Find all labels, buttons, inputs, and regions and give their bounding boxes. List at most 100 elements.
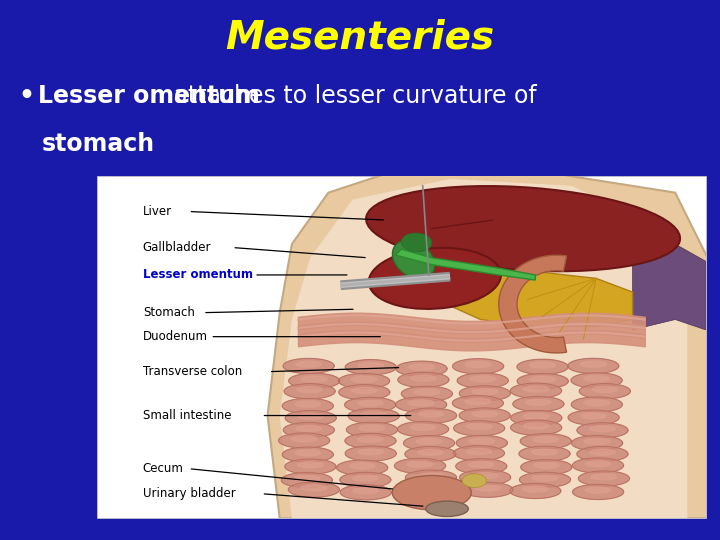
Polygon shape	[395, 397, 446, 412]
Polygon shape	[345, 397, 396, 413]
Polygon shape	[416, 438, 442, 444]
Polygon shape	[474, 485, 500, 491]
Ellipse shape	[401, 233, 432, 252]
Polygon shape	[517, 359, 568, 374]
Polygon shape	[513, 396, 564, 411]
Polygon shape	[298, 413, 323, 419]
Polygon shape	[521, 460, 572, 475]
Polygon shape	[418, 473, 444, 479]
Polygon shape	[581, 413, 606, 419]
Polygon shape	[294, 475, 320, 481]
Polygon shape	[289, 482, 339, 497]
Polygon shape	[285, 410, 336, 426]
Polygon shape	[405, 408, 456, 423]
Polygon shape	[282, 399, 333, 414]
Polygon shape	[395, 249, 535, 280]
Polygon shape	[345, 433, 396, 448]
Polygon shape	[349, 463, 375, 469]
Polygon shape	[572, 458, 624, 473]
Polygon shape	[465, 399, 490, 404]
Text: Lesser omentum: Lesser omentum	[38, 84, 260, 107]
Polygon shape	[302, 376, 327, 382]
Polygon shape	[348, 408, 399, 423]
Polygon shape	[405, 470, 456, 485]
Ellipse shape	[426, 501, 468, 517]
Polygon shape	[523, 413, 549, 419]
Polygon shape	[338, 374, 390, 388]
Ellipse shape	[366, 186, 680, 271]
Polygon shape	[418, 449, 444, 455]
Text: Gallbladder: Gallbladder	[143, 241, 212, 254]
Polygon shape	[283, 422, 334, 437]
Polygon shape	[297, 387, 323, 393]
Polygon shape	[572, 436, 623, 450]
Polygon shape	[499, 255, 567, 353]
Polygon shape	[346, 422, 397, 437]
Polygon shape	[353, 488, 379, 494]
Polygon shape	[396, 361, 447, 376]
Text: Cecum: Cecum	[143, 462, 184, 475]
Polygon shape	[397, 422, 449, 437]
Polygon shape	[454, 421, 505, 436]
Polygon shape	[454, 446, 505, 461]
Polygon shape	[472, 472, 498, 478]
Polygon shape	[580, 361, 606, 367]
Polygon shape	[572, 484, 624, 500]
Polygon shape	[571, 373, 622, 388]
Polygon shape	[585, 461, 611, 467]
Polygon shape	[359, 425, 384, 431]
Polygon shape	[578, 471, 629, 486]
Polygon shape	[456, 458, 507, 474]
Polygon shape	[285, 459, 336, 474]
Polygon shape	[472, 411, 498, 417]
Polygon shape	[465, 362, 491, 368]
Polygon shape	[361, 411, 387, 417]
Polygon shape	[526, 399, 552, 406]
Polygon shape	[403, 435, 454, 450]
Ellipse shape	[392, 240, 435, 279]
Polygon shape	[585, 438, 610, 444]
Text: Urinary bladder: Urinary bladder	[143, 487, 235, 500]
Polygon shape	[283, 359, 334, 374]
Polygon shape	[351, 387, 377, 394]
Ellipse shape	[392, 476, 472, 510]
Polygon shape	[470, 376, 495, 382]
Polygon shape	[358, 436, 383, 442]
Polygon shape	[289, 373, 340, 388]
Ellipse shape	[462, 474, 487, 488]
Polygon shape	[532, 449, 557, 455]
Polygon shape	[337, 460, 387, 475]
Text: •: •	[18, 84, 34, 107]
Polygon shape	[410, 424, 436, 430]
Text: Small intestine: Small intestine	[143, 409, 231, 422]
Text: Duodenum: Duodenum	[143, 330, 208, 343]
Polygon shape	[418, 411, 444, 417]
Polygon shape	[341, 485, 391, 500]
Polygon shape	[295, 450, 320, 456]
Polygon shape	[517, 374, 568, 389]
Polygon shape	[296, 361, 321, 367]
Polygon shape	[568, 359, 619, 374]
Polygon shape	[401, 386, 452, 401]
Polygon shape	[459, 386, 510, 401]
Text: attaches to lesser curvature of: attaches to lesser curvature of	[166, 84, 537, 107]
Polygon shape	[577, 423, 628, 438]
Polygon shape	[523, 423, 549, 429]
Polygon shape	[510, 410, 562, 426]
Polygon shape	[282, 472, 333, 488]
Polygon shape	[532, 475, 558, 481]
Polygon shape	[469, 462, 494, 468]
Polygon shape	[395, 458, 446, 474]
Polygon shape	[408, 461, 433, 467]
FancyBboxPatch shape	[97, 176, 706, 518]
Text: Lesser omentum: Lesser omentum	[143, 268, 253, 281]
Polygon shape	[346, 360, 396, 375]
Polygon shape	[457, 373, 508, 388]
Polygon shape	[520, 472, 570, 487]
Polygon shape	[453, 359, 504, 374]
Polygon shape	[357, 400, 383, 406]
Polygon shape	[279, 433, 330, 448]
Polygon shape	[452, 396, 503, 411]
Polygon shape	[523, 486, 548, 492]
Text: stomach: stomach	[42, 132, 155, 156]
